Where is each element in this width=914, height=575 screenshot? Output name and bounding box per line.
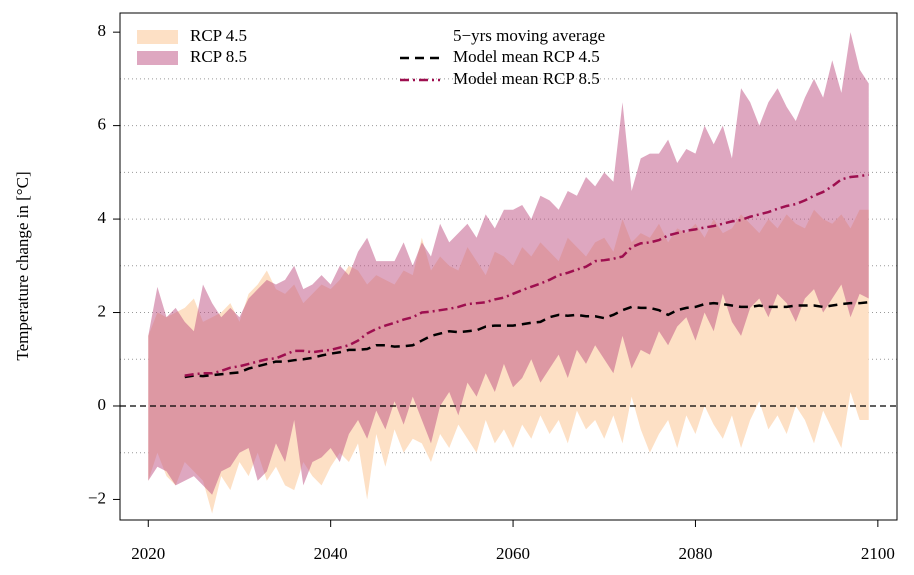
- legend-swatch: [137, 30, 178, 44]
- y-tick-label: 0: [98, 395, 107, 414]
- y-tick-label: 6: [98, 115, 107, 134]
- x-tick-label: 2040: [314, 544, 348, 563]
- y-tick-label: 4: [98, 208, 107, 227]
- legend-title: 5−yrs moving average: [453, 26, 605, 45]
- legend-label: RCP 8.5: [190, 47, 247, 66]
- x-tick-label: 2100: [861, 544, 895, 563]
- x-tick-label: 2020: [131, 544, 165, 563]
- legend-label: RCP 4.5: [190, 26, 247, 45]
- plot-frame: [119, 12, 898, 521]
- band: [148, 32, 869, 495]
- y-tick-label: 8: [98, 21, 107, 40]
- y-tick-label: 2: [98, 301, 107, 320]
- x-tick-label: 2080: [678, 544, 712, 563]
- mean-line: [184, 173, 869, 377]
- x-tick-label: 2060: [496, 544, 530, 563]
- y-axis-label: Temperature change in [°C]: [13, 171, 32, 360]
- legend-label: Model mean RCP 4.5: [453, 47, 600, 66]
- mean-line: [184, 301, 869, 379]
- legend-label: Model mean RCP 8.5: [453, 69, 600, 88]
- y-tick-label: −2: [88, 488, 106, 507]
- legend-swatch: [137, 51, 178, 65]
